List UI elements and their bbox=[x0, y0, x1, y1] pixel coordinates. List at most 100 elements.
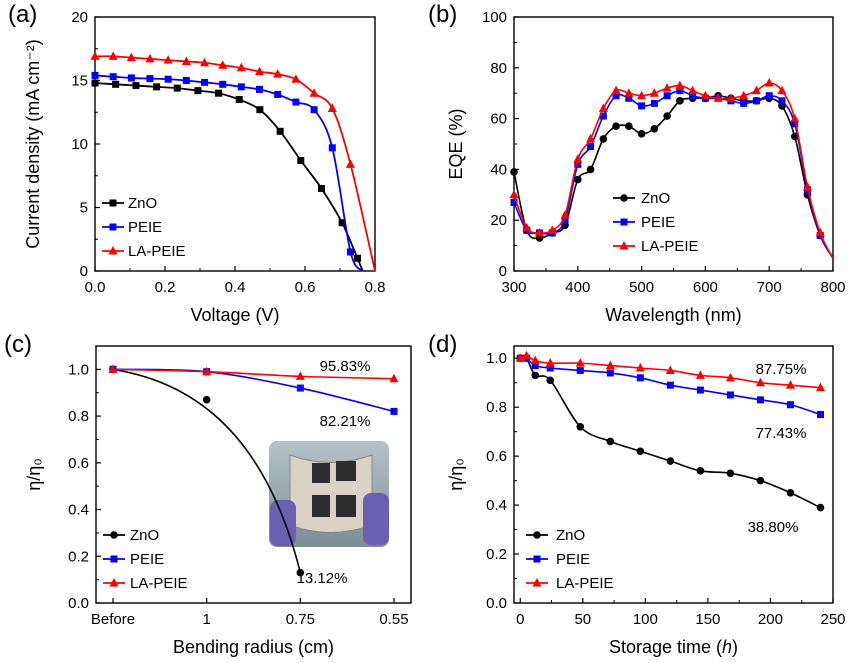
data-point-PEIE bbox=[663, 92, 671, 100]
data-point-ZnO bbox=[625, 122, 633, 131]
data-point-ZnO bbox=[606, 437, 615, 446]
y-tick-label: 20 bbox=[71, 9, 88, 26]
x-tick-label: 0 bbox=[516, 611, 524, 628]
y-tick-label: 10 bbox=[71, 136, 88, 153]
data-point-ZnO bbox=[650, 124, 659, 133]
data-point-ZnO bbox=[296, 568, 305, 577]
series-line bbox=[112, 368, 395, 413]
data-point-LA-PEIE bbox=[802, 182, 812, 191]
data-point-PEIE bbox=[726, 391, 734, 399]
data-point-PEIE bbox=[296, 384, 304, 392]
x-axis-label: Bending radius (cm) bbox=[173, 637, 334, 657]
data-point-LA-PEIE bbox=[815, 382, 825, 392]
legend-label: LA-PEIE bbox=[130, 575, 188, 592]
legend-item: PEIE bbox=[613, 214, 675, 231]
y-tick-label: 0.0 bbox=[486, 595, 507, 612]
data-point-LA-PEIE bbox=[547, 225, 557, 234]
y-tick-label: 0.6 bbox=[486, 448, 507, 465]
legend-marker bbox=[533, 531, 541, 539]
data-point-PEIE bbox=[765, 92, 773, 100]
data-point-LA-PEIE bbox=[90, 51, 100, 60]
data-point-LA-PEIE bbox=[126, 52, 136, 62]
data-point-PEIE bbox=[510, 198, 518, 206]
data-point-PEIE bbox=[756, 396, 764, 404]
series-LA-PEIE bbox=[509, 78, 834, 259]
data-point-LA-PEIE bbox=[200, 57, 210, 67]
data-point-LA-PEIE bbox=[815, 227, 825, 237]
series-line bbox=[513, 82, 834, 259]
legend-marker bbox=[109, 223, 117, 231]
data-point-LA-PEIE bbox=[535, 227, 545, 237]
legend-marker bbox=[109, 199, 117, 207]
series-PEIE bbox=[510, 87, 834, 259]
data-point-PEIE bbox=[625, 94, 633, 102]
inset-photo bbox=[269, 441, 389, 547]
legend-marker bbox=[109, 578, 119, 587]
legend-item: PEIE bbox=[526, 551, 590, 568]
data-point-LA-PEIE bbox=[713, 93, 723, 102]
data-point-PEIE bbox=[146, 75, 154, 83]
data-point-LA-PEIE bbox=[785, 380, 795, 389]
x-tick-label: Before bbox=[91, 611, 135, 628]
series-LA-PEIE: 95.83% bbox=[108, 358, 399, 383]
data-point-PEIE bbox=[256, 85, 263, 93]
data-point-PEIE bbox=[109, 73, 117, 81]
x-tick-label: 0.8 bbox=[365, 279, 386, 296]
data-point-ZnO bbox=[666, 457, 675, 465]
series-ZnO bbox=[91, 79, 364, 272]
data-point-LA-PEIE bbox=[295, 371, 305, 380]
y-axis-label: EQE (%) bbox=[446, 108, 466, 179]
data-point-LA-PEIE bbox=[573, 154, 583, 163]
data-point-ZnO bbox=[297, 157, 305, 165]
device-pad bbox=[336, 461, 356, 481]
data-point-LA-PEIE bbox=[764, 78, 774, 87]
data-point-ZnO bbox=[546, 376, 555, 385]
data-point-LA-PEIE bbox=[575, 358, 585, 367]
series-ZnO: 38.80% bbox=[516, 354, 825, 536]
data-point-ZnO bbox=[256, 106, 264, 114]
x-tick-label: 200 bbox=[758, 611, 783, 628]
y-tick-label: 0.0 bbox=[68, 595, 89, 612]
plot-frame bbox=[513, 345, 834, 604]
data-point-ZnO bbox=[354, 254, 361, 262]
data-point-LA-PEIE bbox=[255, 66, 264, 76]
series-ZnO: 13.12% bbox=[109, 365, 347, 587]
data-point-LA-PEIE bbox=[545, 358, 555, 367]
data-point-PEIE bbox=[786, 401, 794, 409]
y-tick-label: 0.8 bbox=[486, 399, 507, 416]
data-point-PEIE bbox=[347, 248, 354, 256]
x-tick-label: 100 bbox=[633, 611, 658, 628]
data-point-ZnO bbox=[317, 184, 325, 192]
data-point-LA-PEIE bbox=[688, 85, 698, 95]
data-point-LA-PEIE bbox=[291, 74, 301, 83]
data-label: 87.75% bbox=[756, 361, 807, 378]
data-point-PEIE bbox=[127, 74, 135, 82]
data-label: 95.83% bbox=[320, 358, 371, 375]
data-point-PEIE bbox=[696, 386, 704, 394]
data-point-ZnO bbox=[726, 469, 735, 478]
data-point-ZnO bbox=[663, 112, 671, 120]
data-point-ZnO bbox=[132, 82, 140, 90]
glove-right bbox=[363, 493, 389, 545]
x-tick-label: 0.4 bbox=[225, 279, 246, 296]
legend-marker bbox=[110, 555, 118, 563]
data-point-ZnO bbox=[235, 96, 243, 104]
data-point-LA-PEIE bbox=[327, 103, 337, 112]
legend-marker bbox=[619, 241, 629, 250]
y-tick-label: 20 bbox=[490, 212, 507, 229]
legend-marker bbox=[532, 578, 542, 587]
panel-label: (b) bbox=[428, 1, 457, 28]
data-point-ZnO bbox=[194, 87, 202, 95]
data-point-PEIE bbox=[531, 362, 539, 370]
y-tick-label: 1.0 bbox=[68, 361, 89, 378]
series-PEIE: 82.21% bbox=[109, 365, 398, 430]
data-point-ZnO bbox=[153, 83, 161, 91]
panel-label: (a) bbox=[8, 1, 37, 28]
data-point-LA-PEIE bbox=[605, 360, 615, 370]
data-point-LA-PEIE bbox=[777, 85, 787, 95]
data-point-ZnO bbox=[586, 165, 595, 174]
data-point-LA-PEIE bbox=[522, 350, 532, 360]
x-tick-label: 250 bbox=[820, 611, 845, 628]
x-tick-label: 150 bbox=[695, 611, 720, 628]
device-pad bbox=[336, 495, 356, 517]
